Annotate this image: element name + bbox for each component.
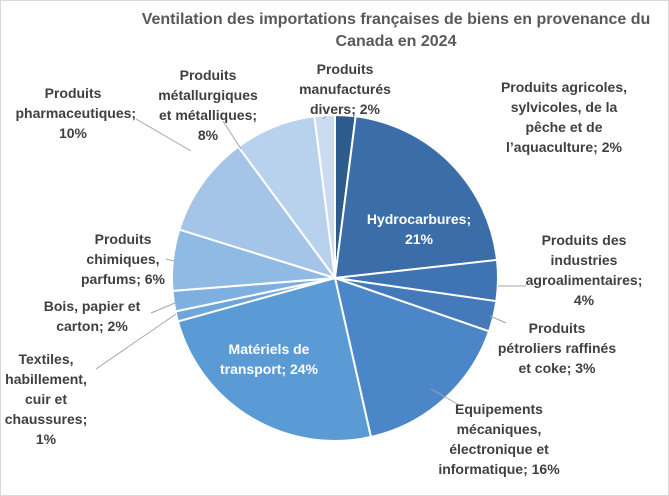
data-label: Produits chimiques, parfums; 6% <box>80 231 166 287</box>
leader-line <box>430 388 462 407</box>
data-label: Produits manufacturés divers; 2% <box>299 61 391 117</box>
data-label: Matériels de transport; 24% <box>219 341 319 377</box>
data-label: Produits pharmaceutiques; 10% <box>15 85 137 141</box>
leader-line <box>150 302 176 314</box>
pie-slice <box>176 276 373 442</box>
data-label: Hydrocarbures; 21% <box>366 211 472 247</box>
pie-slice <box>333 276 491 439</box>
data-label: Bois, papier et carton; 2% <box>43 298 141 334</box>
leader-line <box>165 258 175 262</box>
data-label: Equipements mécaniques, électronique et … <box>438 401 560 477</box>
leader-line <box>222 120 242 150</box>
leader-line <box>135 118 192 152</box>
leader-line <box>489 315 507 324</box>
data-label: Produits pétroliers raffinés et coke; 3% <box>497 320 617 376</box>
pie-slice <box>178 145 338 280</box>
data-label: Textiles, habillement, cuir et chaussure… <box>4 351 88 447</box>
chart-title: Ventilation des importations françaises … <box>141 11 651 50</box>
leader-line <box>322 115 327 120</box>
data-label: Produits métallurgiques et métalliques; … <box>158 67 258 143</box>
data-label: Produits agricoles, sylvicoles, de la pê… <box>500 79 628 155</box>
data-label: Produits des industries agroalimentaires… <box>525 232 643 308</box>
pie-slice <box>333 115 499 280</box>
leader-line <box>95 313 177 370</box>
pie-slice <box>313 113 336 279</box>
